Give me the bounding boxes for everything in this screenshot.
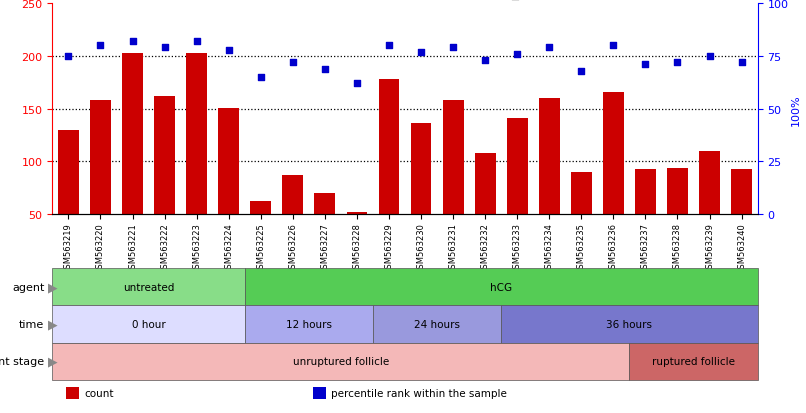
Bar [442,101,463,215]
Text: ruptured follicle: ruptured follicle [652,356,735,366]
Point [190,39,203,45]
Y-axis label: 100%: 100% [791,94,801,125]
Bar [52,343,629,380]
Bar [373,306,501,343]
Point [671,60,684,66]
Bar [218,108,239,215]
Bar [282,176,303,215]
Text: 0 hour: 0 hour [131,319,165,329]
Bar [52,306,245,343]
Bar [571,173,592,215]
Text: 36 hours: 36 hours [606,319,652,329]
Point [447,45,459,52]
Point [607,43,620,50]
Bar [629,343,758,380]
Text: unruptured follicle: unruptured follicle [293,356,389,366]
Point [639,62,652,69]
Bar [539,99,559,215]
Bar [507,119,528,215]
Bar [475,154,496,215]
Point [62,54,75,60]
Bar [603,93,624,215]
Text: development stage: development stage [0,356,44,366]
Bar [245,268,758,306]
Text: 24 hours: 24 hours [414,319,460,329]
Point [318,66,331,73]
Point [158,45,171,52]
Bar [347,213,368,215]
Point [575,68,588,75]
Bar [410,124,431,215]
Text: 12 hours: 12 hours [286,319,332,329]
Bar [667,169,688,215]
Bar [66,387,79,399]
Bar [699,152,720,215]
Text: count: count [84,388,114,398]
Point [703,54,716,60]
Bar [245,306,373,343]
Text: percentile rank within the sample: percentile rank within the sample [331,388,507,398]
Bar [251,201,271,215]
Bar [58,131,79,215]
Point [351,81,364,88]
Bar [123,54,143,215]
Text: time: time [19,319,44,329]
Point [479,58,492,64]
Point [222,47,235,54]
Bar [90,101,111,215]
Text: ▶: ▶ [48,280,58,294]
Bar [52,268,245,306]
Point [511,51,524,58]
Point [94,43,107,50]
Point [383,43,396,50]
Bar [635,169,656,215]
Text: ▶: ▶ [48,318,58,331]
Bar [154,97,175,215]
Bar [314,194,335,215]
Point [126,39,139,45]
Text: untreated: untreated [123,282,174,292]
Text: hCG: hCG [490,282,513,292]
Bar [186,54,207,215]
Point [286,60,299,66]
Point [255,75,268,81]
Text: agent: agent [12,282,44,292]
Text: ▶: ▶ [48,355,58,368]
Bar [379,80,400,215]
Bar [501,306,758,343]
Point [735,60,748,66]
Point [542,45,555,52]
Bar [731,169,752,215]
Bar [314,387,326,399]
Point [414,49,427,56]
